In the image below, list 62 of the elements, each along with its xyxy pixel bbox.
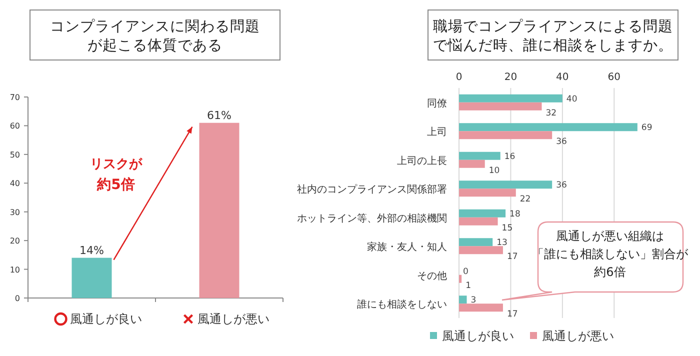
y-tick-label: 上司 [427,126,447,138]
x-tick-label: 0 [456,72,462,83]
chart-title: 職場でコンプライアンスによる問題で悩んだ時、誰に相談をしますか。 [433,18,673,54]
data-label: 14% [80,244,104,257]
data-label: 61% [207,108,232,122]
legend-label: 風通しが悪い [542,329,614,343]
data-label: 16 [504,152,516,162]
data-label: 36 [556,137,567,148]
bar [459,94,562,102]
data-label: 15 [502,223,513,234]
bar [459,209,506,218]
x-tick-label: 20 [504,72,518,83]
bar [459,180,552,189]
bar [459,102,542,110]
bar [459,152,500,160]
y-tick-label: 0 [14,294,20,303]
bar [459,274,462,283]
x-tick-label: 60 [608,72,621,83]
y-tick-label: 40 [10,179,20,188]
y-tick-label: 誰にも相談をしない [357,298,447,311]
y-tick-label: 20 [10,236,20,246]
data-label: 69 [641,123,652,134]
x-tick-label: 40 [556,72,569,83]
data-label: 17 [506,252,518,262]
y-tick-label: 10 [10,265,20,274]
y-tick-label: 30 [10,208,20,217]
y-tick-label: 上司の上長 [397,154,447,167]
y-tick-label: 50 [10,150,20,160]
data-label: 13 [496,238,508,248]
legend-label: 風通しが良い [442,329,514,343]
bar [459,304,503,312]
data-label: 36 [556,180,567,191]
data-label: 17 [506,310,518,320]
data-label: 22 [520,194,531,205]
data-label: 1 [466,280,472,291]
bar [459,296,467,304]
data-label: 32 [546,108,557,118]
y-tick-label: 70 [10,93,20,102]
bar [459,246,503,254]
bar [459,217,498,226]
y-tick-label: 社内のコンプライアンス関係部署 [297,184,447,196]
annotation: リスクが [90,157,143,172]
y-tick-label: 同僚 [427,97,447,110]
y-tick-label: 60 [10,122,20,131]
data-label: 18 [510,209,520,220]
y-tick-label: ホットライン等、外部の相談機関 [297,212,447,224]
annotation: 約5倍 [96,176,135,193]
y-tick-label: その他 [417,270,447,282]
annotation: 約6倍 [594,265,626,279]
bar [459,123,638,132]
chart-title: コンプライアンスに関わる問題が起こる体質である [50,18,260,54]
data-label: 3 [470,296,476,306]
bar [459,238,493,246]
bar [459,131,552,140]
y-tick-label: 家族・友人・知人 [367,241,447,254]
annotation: 風通しが悪い組織は [556,229,664,243]
data-label: 10 [488,166,500,176]
data-label: 40 [566,94,578,104]
bar [459,188,516,197]
annotation: 「誰にも相談しない」割合が [532,247,689,261]
bar [459,160,485,168]
data-label: 0 [463,266,468,277]
